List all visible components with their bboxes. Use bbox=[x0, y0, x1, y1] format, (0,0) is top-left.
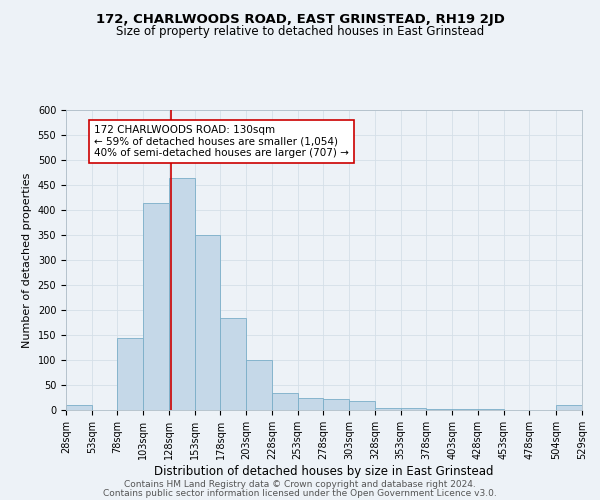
Bar bbox=[66, 405, 92, 410]
Text: Contains public sector information licensed under the Open Government Licence v3: Contains public sector information licen… bbox=[103, 488, 497, 498]
Bar bbox=[118, 338, 143, 410]
Bar bbox=[375, 408, 401, 410]
Text: Contains HM Land Registry data © Crown copyright and database right 2024.: Contains HM Land Registry data © Crown c… bbox=[124, 480, 476, 489]
Bar bbox=[349, 401, 375, 410]
X-axis label: Distribution of detached houses by size in East Grinstead: Distribution of detached houses by size … bbox=[154, 464, 494, 477]
Bar bbox=[556, 405, 582, 410]
Bar bbox=[169, 178, 195, 410]
Bar bbox=[401, 408, 427, 410]
Bar bbox=[272, 392, 298, 410]
Bar bbox=[478, 409, 504, 410]
Text: Size of property relative to detached houses in East Grinstead: Size of property relative to detached ho… bbox=[116, 25, 484, 38]
Bar bbox=[298, 398, 323, 410]
Bar bbox=[323, 399, 349, 410]
Bar bbox=[195, 235, 220, 410]
Bar bbox=[427, 408, 452, 410]
Bar bbox=[246, 360, 272, 410]
Bar bbox=[143, 202, 169, 410]
Y-axis label: Number of detached properties: Number of detached properties bbox=[22, 172, 32, 348]
Bar bbox=[452, 408, 478, 410]
Bar bbox=[220, 318, 246, 410]
Text: 172 CHARLWOODS ROAD: 130sqm
← 59% of detached houses are smaller (1,054)
40% of : 172 CHARLWOODS ROAD: 130sqm ← 59% of det… bbox=[94, 125, 349, 158]
Text: 172, CHARLWOODS ROAD, EAST GRINSTEAD, RH19 2JD: 172, CHARLWOODS ROAD, EAST GRINSTEAD, RH… bbox=[95, 12, 505, 26]
